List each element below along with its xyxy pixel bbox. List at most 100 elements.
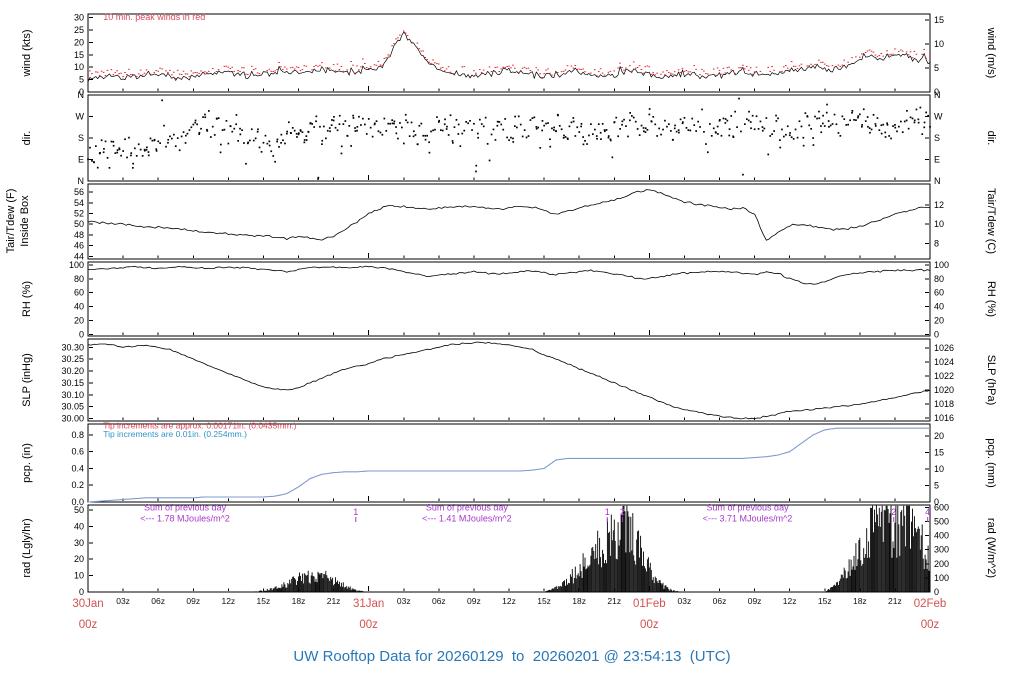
tick-label: 5 xyxy=(934,63,939,73)
tick-label: 12z xyxy=(783,596,797,606)
tick-label: 54 xyxy=(74,198,84,208)
tick-label: S xyxy=(78,133,84,143)
tick-label: 40 xyxy=(74,302,84,312)
tick-label: 100 xyxy=(934,573,949,583)
x-major-hour: 00z xyxy=(359,619,378,631)
tick-label: 5 xyxy=(79,75,84,85)
tick-label: 60 xyxy=(74,288,84,298)
tick-label: 21z xyxy=(327,596,341,606)
tick-label: 18z xyxy=(292,596,306,606)
tick-label: 0 xyxy=(934,497,939,507)
tick-label: 09z xyxy=(467,596,481,606)
tick-label: 40 xyxy=(74,521,84,531)
tick-label: 0 xyxy=(79,587,84,597)
tick-label: 18z xyxy=(853,596,867,606)
tick-label: 20 xyxy=(934,316,944,326)
annotation: Sum of previous day xyxy=(707,503,790,513)
tick-label: 1022 xyxy=(934,371,954,381)
tick-label: N xyxy=(78,176,85,186)
tick-label: E xyxy=(934,155,940,165)
tick-label: 10 xyxy=(934,219,944,229)
tick-label: 06z xyxy=(432,596,446,606)
panel-frame xyxy=(87,13,931,93)
tick-label: 30.20 xyxy=(61,366,84,376)
panel-frame xyxy=(87,261,931,337)
annotation: <--- 1.41 MJoules/m^2 xyxy=(422,513,512,523)
tick-label: 10 xyxy=(934,464,944,474)
annotation: <--- 3.71 MJoules/m^2 xyxy=(703,513,793,523)
panel-pcp: 0.0 0.2 0.4 0.6 0.8 0 5 10 15 20 Tip increments ar… xyxy=(71,421,944,507)
event-marker: 2 xyxy=(620,507,625,517)
tick-label: 56 xyxy=(74,187,84,197)
tick-label: 10 xyxy=(934,39,944,49)
tick-label: 06z xyxy=(713,596,727,606)
tick-label: 0 xyxy=(79,87,84,97)
tick-label: 44 xyxy=(74,251,84,261)
tick-label: 0.6 xyxy=(71,447,84,457)
tick-label: 400 xyxy=(934,531,949,541)
tick-label: E xyxy=(78,155,84,165)
tick-label: 1020 xyxy=(934,385,954,395)
tick-label: 10 xyxy=(74,571,84,581)
panel-wind: 0 5 10 15 20 25 30 0 5 10 15 10 min. peak winds in … xyxy=(74,12,944,97)
event-marker: 4 xyxy=(925,507,930,517)
tick-label: 8 xyxy=(934,238,939,248)
tick-label: 0 xyxy=(934,330,939,340)
event-marker: 2 xyxy=(891,507,896,517)
annotation: <--- 1.78 MJoules/m^2 xyxy=(140,513,230,523)
tick-label: 0 xyxy=(79,330,84,340)
tick-label: 0.2 xyxy=(71,480,84,490)
x-major-hour: 00z xyxy=(79,619,98,631)
tick-label: 1018 xyxy=(934,399,954,409)
tick-label: 21z xyxy=(607,596,621,606)
tick-label: 50 xyxy=(74,219,84,229)
tick-label: S xyxy=(934,133,940,143)
tick-label: 48 xyxy=(74,230,84,240)
tick-label: 30.30 xyxy=(61,342,84,352)
tick-label: 09z xyxy=(186,596,200,606)
x-major-date: 01Feb xyxy=(633,598,666,610)
tick-label: 500 xyxy=(934,516,949,526)
tick-label: 300 xyxy=(934,545,949,555)
tick-label: 30.10 xyxy=(61,390,84,400)
tick-label: 15z xyxy=(257,596,271,606)
panel-frame xyxy=(87,338,931,422)
annotation: Tip increments are 0.01in. (0.254mm.) xyxy=(103,429,247,439)
tick-label: 30.00 xyxy=(61,414,84,424)
x-major-hour: 00z xyxy=(921,619,940,631)
panel-frame xyxy=(87,183,931,260)
tick-label: 1016 xyxy=(934,413,954,423)
chart-title: UW Rooftop Data for 20260129 to 20260201… xyxy=(293,648,731,665)
tick-label: N xyxy=(78,90,85,100)
panel-slp: 30.00 30.05 30.10 30.15 30.20 30.25 30.30 1016 1… xyxy=(61,338,954,424)
panel-rh: 0 20 40 60 80 100 0 20 40 60 80 100 xyxy=(69,260,949,340)
tick-label: 30.05 xyxy=(61,402,84,412)
annotation: 10 min. peak winds in red xyxy=(103,12,205,22)
tick-label: 30 xyxy=(74,538,84,548)
tick-label: W xyxy=(934,112,943,122)
tick-label: 03z xyxy=(678,596,692,606)
tick-label: 12 xyxy=(934,200,944,210)
tick-label: 15z xyxy=(537,596,551,606)
tick-label: 0.0 xyxy=(71,497,84,507)
tick-label: 40 xyxy=(934,302,944,312)
tick-label: 50 xyxy=(74,505,84,515)
tick-label: 09z xyxy=(748,596,762,606)
tick-label: 20 xyxy=(74,554,84,564)
tick-label: 15 xyxy=(934,15,944,25)
tick-label: 18z xyxy=(572,596,586,606)
tick-label: 15 xyxy=(74,50,84,60)
tick-label: 100 xyxy=(934,260,949,270)
tick-label: N xyxy=(934,176,941,186)
tick-label: 0 xyxy=(934,87,939,97)
tick-label: 30 xyxy=(74,13,84,23)
tick-label: 12z xyxy=(221,596,235,606)
tick-label: 80 xyxy=(934,274,944,284)
tick-label: 15z xyxy=(818,596,832,606)
panel-dir: N E S W N N E S W N xyxy=(76,90,944,186)
tick-label: 52 xyxy=(74,208,84,218)
event-marker: 1 xyxy=(353,507,358,517)
x-axis-labels: 03z 06z 09z 12z 15z 18z 21z 03z 06z 09z 12z 15z 18z 2… xyxy=(72,596,946,631)
